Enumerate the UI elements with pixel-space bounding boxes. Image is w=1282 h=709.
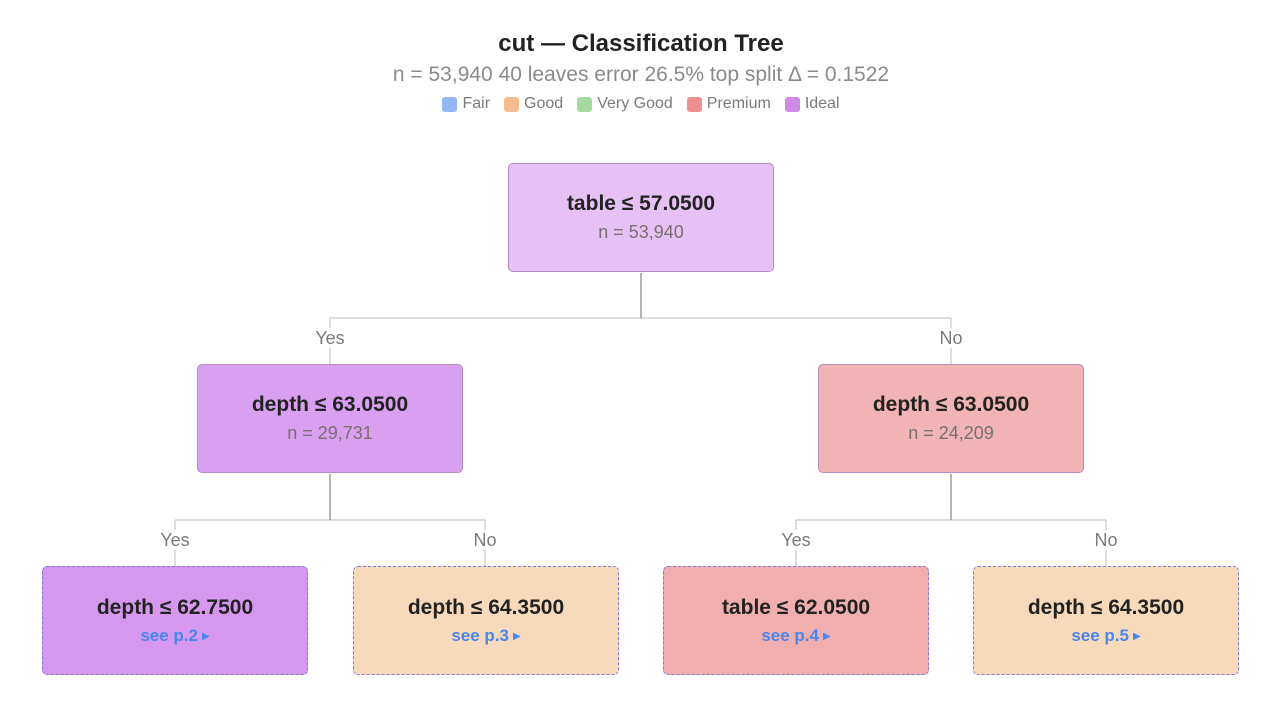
legend-label-ideal: Ideal [804,95,840,112]
leaf-2-rule: depth ≤ 64.3500 [407,595,565,619]
legend-label-fair: Fair [462,95,491,112]
node-root-rule: table ≤ 57.0500 [566,192,716,215]
legend-item-very-good: Very Good [577,95,673,113]
chart-title: cut — Classification Tree [498,30,784,57]
leaf-node-3[interactable]: table ≤ 62.0500 see p.4 ▶ [663,566,929,675]
edge-label-left-yes: Yes [160,530,190,550]
legend-label-very-good: Very Good [597,95,673,112]
legend-label-premium: Premium [706,95,771,112]
edge-label-right-no: No [1094,530,1118,550]
legend-swatch-fair [442,96,458,112]
legend-item-premium: Premium [686,95,771,113]
chart-subtitle: n = 53,940 40 leaves error 26.5% top spl… [392,63,890,86]
node-left-count: n = 29,731 [287,423,373,443]
edge-label-left-no: No [473,530,497,550]
leaf-node-4[interactable]: depth ≤ 64.3500 see p.5 ▶ [973,566,1239,675]
leaf-node-1[interactable]: depth ≤ 62.7500 see p.2 ▶ [42,566,308,675]
node-left: depth ≤ 63.0500 n = 29,731 [197,364,463,473]
legend: Fair Good Very Good Premium Ideal [0,95,1282,113]
leaf-3-page-link[interactable]: see p.4 ▶ [761,625,831,645]
legend-swatch-very-good [577,96,593,112]
play-arrow-icon: ▶ [1132,630,1141,642]
leaf-3-rule: table ≤ 62.0500 [721,595,871,619]
legend-item-ideal: Ideal [784,95,840,113]
node-right-rule: depth ≤ 63.0500 [872,393,1030,416]
edge-label-root-yes: Yes [315,328,345,348]
legend-swatch-ideal [784,96,800,112]
node-root: table ≤ 57.0500 n = 53,940 [508,163,774,272]
legend-swatch-good [504,96,520,112]
node-right-count: n = 24,209 [908,423,994,443]
edge-label-root-no: No [939,328,963,348]
edge-label-right-yes: Yes [781,530,811,550]
legend-item-fair: Fair [442,95,490,113]
play-arrow-icon: ▶ [822,630,831,642]
play-arrow-icon: ▶ [512,630,521,642]
legend-swatch-premium [686,96,702,112]
legend-item-good: Good [504,95,563,113]
play-arrow-icon: ▶ [201,630,210,642]
legend-label-good: Good [524,95,564,112]
node-left-rule: depth ≤ 63.0500 [251,393,409,416]
leaf-4-rule: depth ≤ 64.3500 [1027,595,1185,619]
leaf-2-page-link[interactable]: see p.3 ▶ [451,625,521,645]
leaf-1-rule: depth ≤ 62.7500 [96,595,254,619]
node-root-count: n = 53,940 [598,222,684,242]
leaf-node-2[interactable]: depth ≤ 64.3500 see p.3 ▶ [353,566,619,675]
leaf-1-page-link[interactable]: see p.2 ▶ [140,625,210,645]
leaf-4-page-link[interactable]: see p.5 ▶ [1071,625,1141,645]
node-right: depth ≤ 63.0500 n = 24,209 [818,364,1084,473]
